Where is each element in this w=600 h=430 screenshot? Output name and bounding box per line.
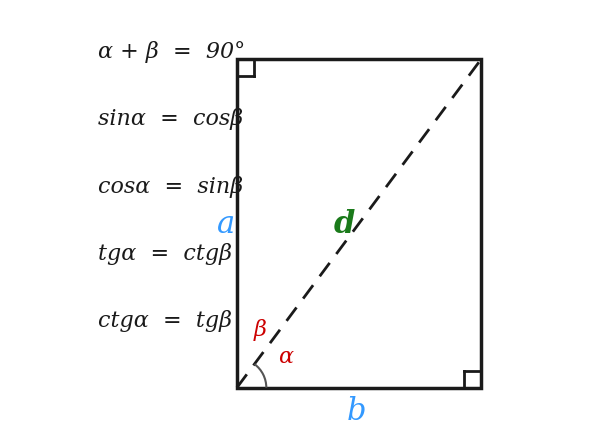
Bar [237, 60, 481, 388]
Text: cosα  =  sinβ: cosα = sinβ [98, 175, 243, 197]
Text: α: α [278, 345, 293, 367]
Text: tgα  =  ctgβ: tgα = ctgβ [98, 243, 232, 264]
Text: ctgα  =  tgβ: ctgα = tgβ [98, 310, 232, 332]
Text: α + β  =  90°: α + β = 90° [98, 41, 245, 63]
Text: β: β [254, 318, 266, 340]
Text: b: b [347, 396, 367, 427]
Text: sinα  =  cosβ: sinα = cosβ [98, 108, 243, 130]
Text: d: d [334, 209, 355, 240]
Text: a: a [217, 209, 235, 240]
